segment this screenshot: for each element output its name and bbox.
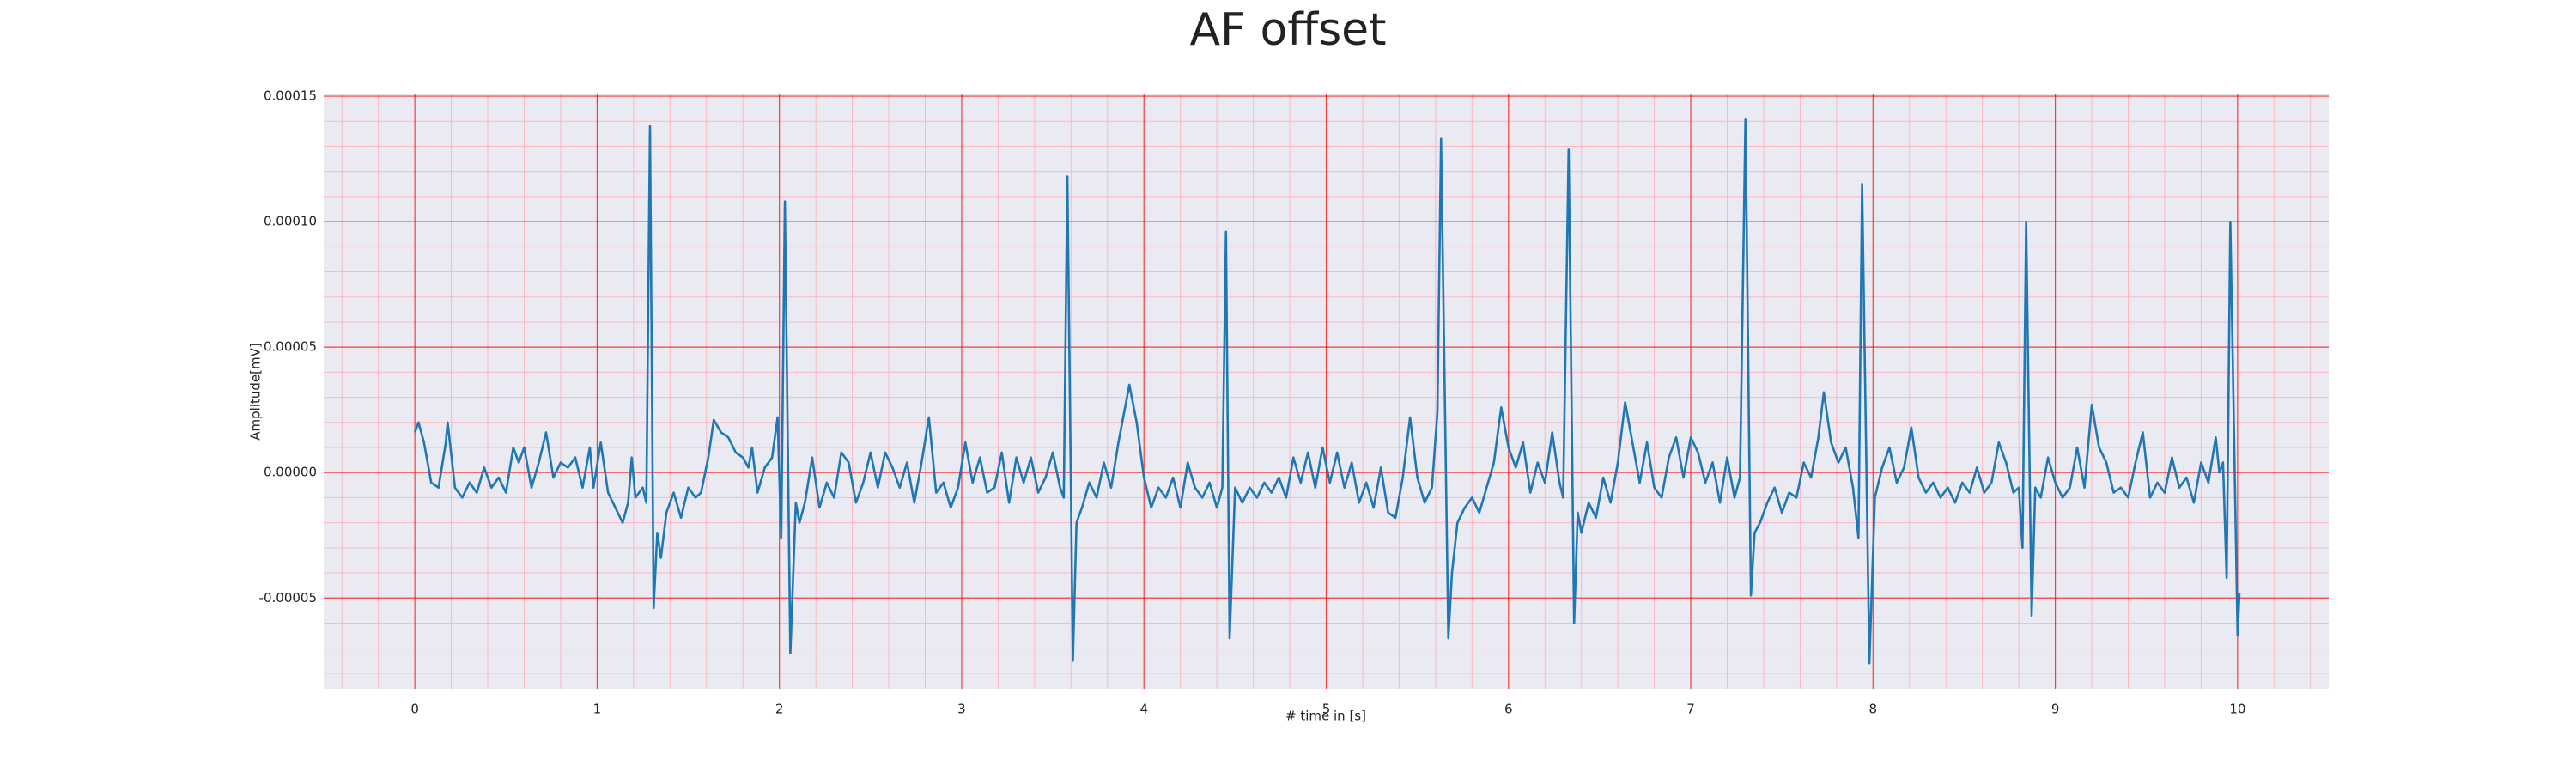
y-axis-label: Amplitude[mV] — [248, 343, 264, 440]
x-tick-label: 5 — [1322, 702, 1331, 717]
y-tick-label: 0.00000 — [264, 465, 317, 480]
x-tick-label: 0 — [410, 702, 419, 717]
chart-title: AF offset — [1189, 4, 1386, 56]
x-tick-label: 4 — [1139, 702, 1148, 717]
x-axis-label: # time in [s] — [1285, 709, 1366, 724]
x-tick-label: 8 — [1869, 702, 1878, 717]
x-tick-label: 1 — [593, 702, 602, 717]
y-tick-label: -0.00005 — [259, 590, 317, 606]
y-tick-label: 0.00010 — [264, 214, 317, 229]
x-tick-label: 2 — [775, 702, 784, 717]
x-tick-label: 10 — [2229, 702, 2245, 717]
x-tick-label: 3 — [957, 702, 966, 717]
signal-line — [413, 118, 2241, 665]
y-tick-label: 0.00015 — [264, 88, 317, 104]
x-tick-label: 9 — [2051, 702, 2060, 717]
y-tick-label: 0.00005 — [264, 339, 317, 355]
x-tick-label: 7 — [1686, 702, 1695, 717]
x-tick-label: 6 — [1504, 702, 1513, 717]
